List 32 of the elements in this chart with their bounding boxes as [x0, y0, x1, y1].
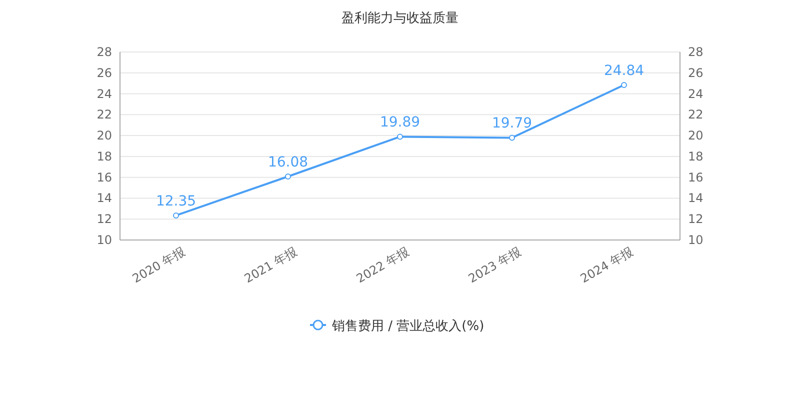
- y-tick-label: 12: [96, 212, 112, 226]
- y-tick-label: 14: [96, 191, 112, 206]
- data-label: 16.08: [268, 154, 308, 170]
- y-tick-label: 10: [96, 233, 112, 247]
- y2-tick-label: 26: [688, 66, 704, 80]
- chart-title: 盈利能力与收益质量: [342, 11, 458, 26]
- y2-tick-label: 28: [688, 45, 704, 59]
- data-label: 19.79: [492, 116, 532, 132]
- y2-tick-label: 24: [688, 86, 704, 101]
- y2-tick-label: 10: [688, 233, 704, 247]
- y-tick-label: 18: [96, 149, 112, 164]
- y-tick-label: 26: [96, 66, 112, 80]
- point: [285, 174, 291, 180]
- point: [173, 212, 179, 218]
- y2-tick-label: 20: [688, 128, 704, 143]
- y-tick-label: 20: [96, 128, 112, 143]
- data-label: 12.35: [156, 193, 196, 210]
- legend-label: 销售费用 / 营业总收入(%): [331, 319, 484, 334]
- y2-tick-label: 18: [688, 149, 704, 164]
- point: [397, 134, 403, 140]
- point: [509, 134, 515, 141]
- y-tick-label: 28: [96, 45, 112, 59]
- data-label: 24.84: [604, 63, 644, 80]
- y2-tick-label: 16: [688, 170, 704, 184]
- y-tick-label: 16: [96, 170, 112, 184]
- y-tick-label: 24: [96, 86, 112, 101]
- y2-tick-label: 12: [688, 212, 704, 226]
- y2-tick-label: 14: [688, 191, 704, 206]
- data-label: 19.89: [380, 114, 420, 131]
- y-tick-label: 22: [96, 108, 112, 122]
- point: [621, 82, 627, 88]
- y2-tick-label: 22: [688, 108, 704, 122]
